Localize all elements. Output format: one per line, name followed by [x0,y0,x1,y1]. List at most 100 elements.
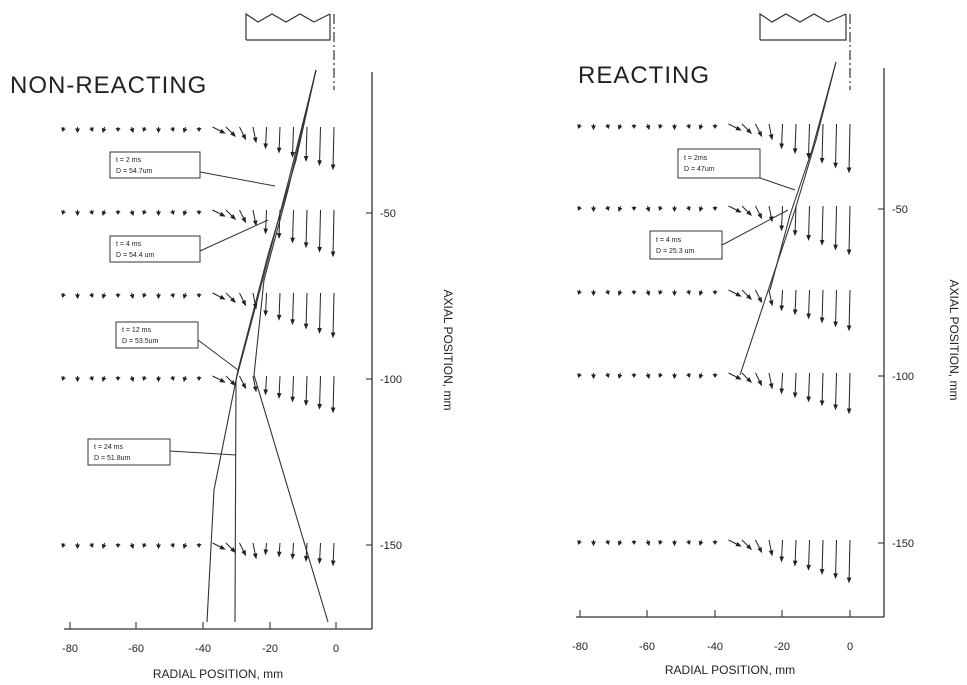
y-axis-ticks [878,208,884,544]
velocity-vector-head [846,249,852,256]
velocity-vector-head [792,560,798,567]
velocity-vector-head [779,225,785,232]
velocity-vector-head [577,124,582,129]
velocity-vector [808,289,810,319]
velocity-vector [319,126,321,165]
annotation-t2: t = 2ms D = 47um [677,148,796,191]
panel-title: NON-REACTING [10,72,207,99]
droplet-trajectories [206,69,329,623]
velocity-vector-head [735,207,742,213]
burner-nozzle-icon [245,12,335,90]
x-tick-label: -80 [62,643,78,655]
velocity-vector-head [658,373,663,378]
velocity-vector [305,126,308,161]
velocity-vector-head [241,216,247,224]
velocity-vector-head [101,543,107,550]
velocity-vector-head [591,541,596,547]
velocity-vector-head [631,541,637,545]
y-tick-label: -150 [380,540,402,552]
velocity-vector-head [605,206,610,211]
x-tick-label: -20 [774,641,790,653]
velocity-vector [278,209,281,238]
velocity-vector-head [290,151,295,158]
x-tick-label: 0 [333,643,339,655]
velocity-vector-head [89,127,94,132]
velocity-vector-head [833,162,838,169]
velocity-vector-head [658,124,663,129]
velocity-vector [794,123,797,153]
velocity-vector-head [735,541,742,547]
velocity-vector-head [196,377,202,381]
velocity-vector-head [61,127,66,132]
velocity-vector-head [591,125,596,131]
velocity-vector-head [89,210,94,215]
velocity-vector [835,123,837,168]
velocity-vector-head [735,374,742,380]
velocity-vector-head [170,293,175,298]
velocity-vector-head [263,549,269,556]
annotation-t24: t = 24 ms D = 51.8um [87,438,237,466]
velocity-vector-head [170,543,175,548]
velocity-vector-head [182,210,188,217]
velocity-vector-head [792,392,798,399]
velocity-vector [821,123,824,163]
velocity-vector-head [101,293,107,300]
velocity-vector-head [290,237,295,244]
x-axis-label: RADIAL POSITION, mm [665,663,795,677]
velocity-vector [292,292,294,324]
velocity-vector-head [645,540,651,547]
velocity-vector-head [196,294,202,298]
velocity-vector-head [698,206,704,213]
velocity-vector-head [779,556,785,563]
velocity-vector [292,126,294,157]
velocity-vector-head [170,127,175,132]
velocity-vector-head [846,325,852,332]
velocity-vector-head [577,290,582,295]
velocity-vector-head [768,134,774,141]
velocity-vector-head [182,127,188,134]
velocity-vector-head [129,210,135,217]
velocity-vector-head [617,290,623,297]
velocity-vector-head [757,379,763,387]
velocity-vector-head [230,131,236,137]
velocity-vector-head [645,206,651,213]
velocity-vector-head [806,235,811,241]
velocity-vector [821,205,824,245]
velocity-vector-head [115,211,121,215]
panel-title: REACTING [578,62,710,89]
velocity-vector-head [846,408,852,415]
velocity-vector-field [577,123,852,584]
y-tick-label: -50 [380,208,396,220]
velocity-vector-head [276,147,282,154]
velocity-vector-head [768,550,774,557]
velocity-vector-head [686,206,691,211]
velocity-vector-head [303,323,309,330]
annotation-time: t = 24 ms [94,444,123,451]
velocity-vector-head [129,127,135,134]
velocity-vector-head [617,206,623,213]
velocity-vector-head [819,400,825,407]
velocity-vector-head [219,211,226,217]
velocity-vector-head [263,228,269,235]
velocity-vector-head [101,127,107,134]
velocity-vector-head [89,543,94,548]
velocity-vector [821,539,824,574]
velocity-vector-head [658,540,663,545]
velocity-vector-head [182,293,188,300]
velocity-vector-head [591,374,596,380]
velocity-vector-head [757,296,763,304]
velocity-vector-head [317,558,323,565]
velocity-vector [808,123,810,158]
velocity-vector-head [631,125,637,129]
velocity-vector-head [241,549,247,557]
velocity-vector-head [746,377,752,383]
velocity-vector [319,375,321,409]
x-tick-label: -20 [262,643,278,655]
velocity-vector-head [276,314,282,321]
velocity-vector [305,292,308,329]
velocity-vector-head [712,125,718,129]
velocity-vector [319,209,321,252]
velocity-vector-head [263,389,269,396]
velocity-vector [332,126,335,170]
annotation-time: t = 2ms [684,155,708,162]
